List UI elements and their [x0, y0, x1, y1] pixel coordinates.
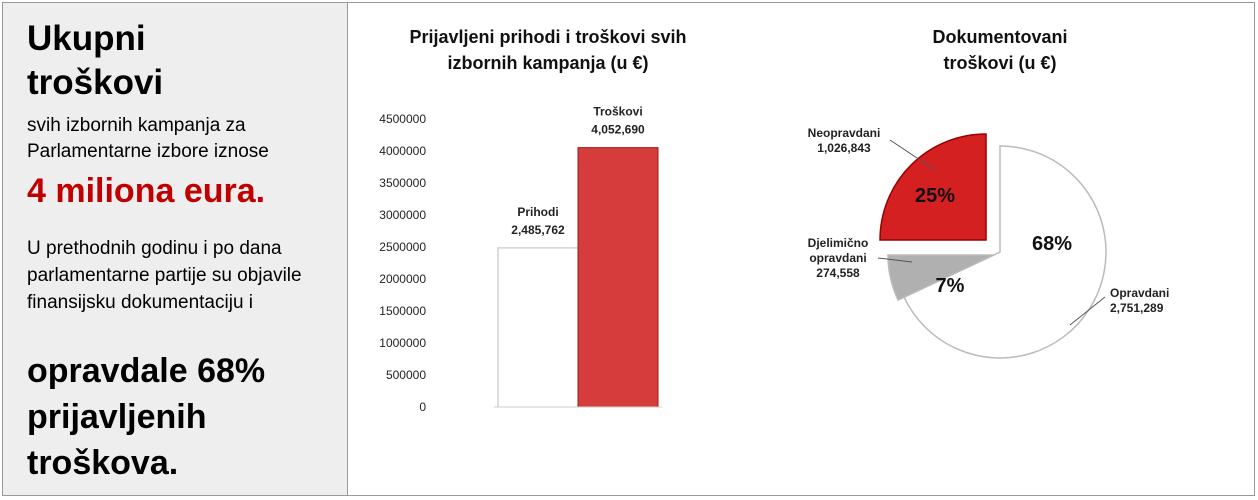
pie-category-label: Djelimično opravdani	[808, 236, 869, 265]
bar	[497, 247, 579, 408]
y-tick-label: 4000000	[379, 144, 426, 158]
leader-line	[1069, 296, 1106, 326]
panel-body: U prethodnih godinu i po dana parlamenta…	[27, 238, 302, 313]
bar-category-label: Troškovi	[593, 105, 642, 119]
pie-title: Dokumentovani troškovi (u €)	[932, 27, 1068, 73]
pie-percent-label: 68%	[1032, 233, 1072, 255]
pie-percent-label: 7%	[936, 275, 965, 297]
panel-conclusion: opravdale 68% prijavljenih troškova.	[27, 352, 266, 482]
y-tick-label: 3000000	[379, 208, 426, 222]
y-tick-label: 1500000	[379, 304, 426, 318]
pie-amount-label: 274,558	[816, 266, 860, 280]
y-tick-label: 0	[419, 400, 426, 414]
y-tick-label: 1000000	[379, 336, 426, 350]
panel-highlight: 4 miliona eura.	[27, 172, 266, 210]
summary-panel: Ukupni troškovi svih izbornih kampanja z…	[2, 2, 348, 496]
y-tick-label: 4500000	[379, 112, 426, 126]
y-tick-label: 2500000	[379, 240, 426, 254]
bar-value-label: 4,052,690	[591, 123, 645, 137]
pie-slice	[903, 145, 1107, 359]
charts-frame	[348, 2, 1255, 496]
bar-value-label: 2,485,762	[511, 223, 565, 237]
y-tick-label: 500000	[386, 368, 426, 382]
pie-slice	[887, 254, 995, 302]
panel-title: Ukupni troškovi	[27, 19, 164, 102]
bar	[577, 147, 659, 408]
y-tick-label: 3500000	[379, 176, 426, 190]
panel-lead: svih izbornih kampanja za Parlamentarne …	[27, 115, 269, 162]
bar-title: Prijavljeni prihodi i troškovi svih izbo…	[409, 27, 687, 73]
y-tick-label: 2000000	[379, 272, 426, 286]
pie-category-label: Neopravdani	[808, 126, 881, 140]
leader-line	[889, 139, 936, 171]
pie-amount-label: 1,026,843	[817, 141, 871, 155]
pie-slice	[879, 133, 987, 241]
pie-amount-label: 2,751,289	[1110, 301, 1164, 315]
pie-category-label: Opravdani	[1110, 286, 1169, 300]
bar-category-label: Prihodi	[517, 205, 558, 219]
pie-percent-label: 25%	[915, 185, 955, 207]
leader-line	[877, 257, 913, 263]
